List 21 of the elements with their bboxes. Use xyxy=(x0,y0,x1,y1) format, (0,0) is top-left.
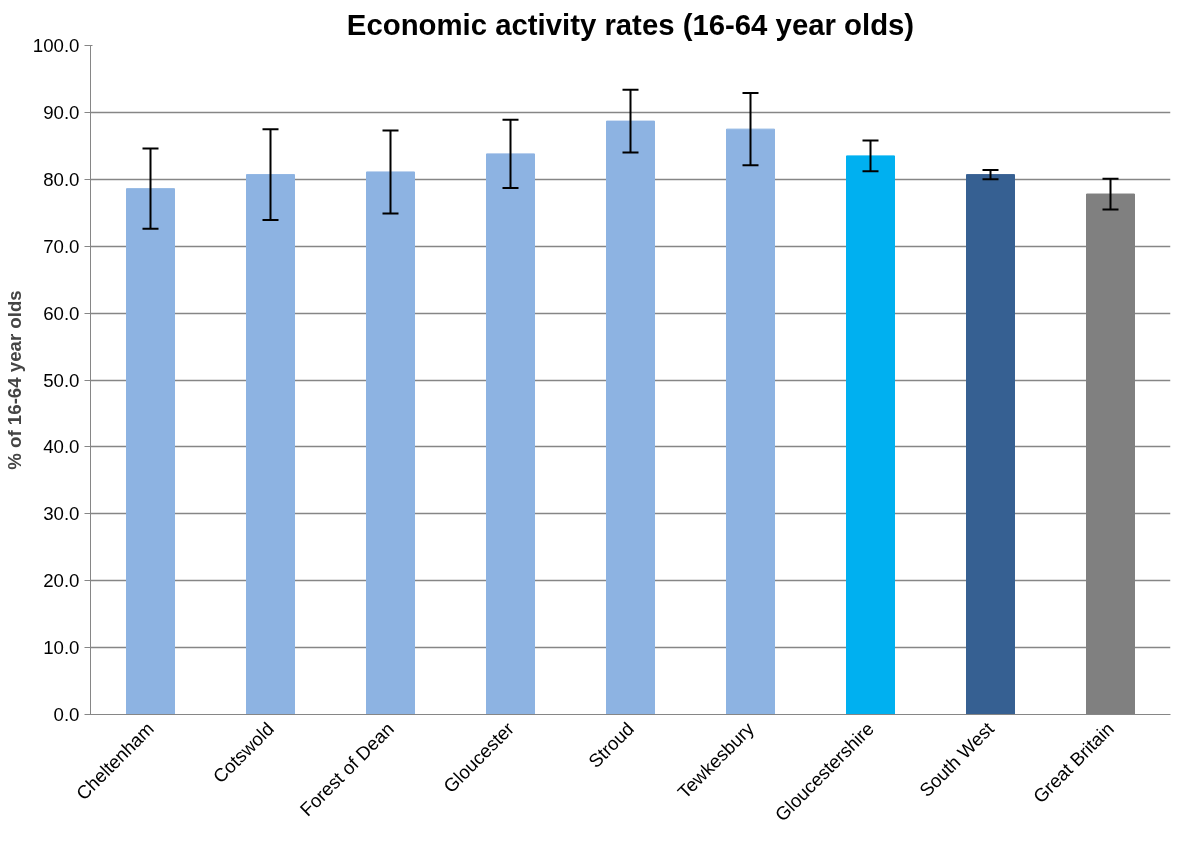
y-tick-label: 70.0 xyxy=(43,235,80,257)
y-tick-label: 20.0 xyxy=(43,570,80,592)
bar xyxy=(246,174,295,715)
bar xyxy=(486,153,535,715)
y-tick-label: 90.0 xyxy=(43,101,80,123)
bar xyxy=(966,174,1015,715)
y-tick-label: 60.0 xyxy=(43,302,80,324)
y-tick-label: 10.0 xyxy=(43,637,80,659)
bar xyxy=(366,171,415,715)
y-tick-label: 40.0 xyxy=(43,436,80,458)
y-tick-label: 100.0 xyxy=(32,35,80,56)
y-tick-label: 50.0 xyxy=(43,369,80,391)
y-tick-label: 30.0 xyxy=(43,503,80,525)
bar xyxy=(606,120,655,715)
bar xyxy=(726,128,775,715)
bar xyxy=(846,155,895,715)
bar xyxy=(126,188,175,715)
y-axis-title: % of 16-64 year olds xyxy=(3,290,25,470)
y-tick-label: 0.0 xyxy=(53,704,80,725)
y-tick-label: 80.0 xyxy=(43,168,80,190)
chart-title: Economic activity rates (16-64 year olds) xyxy=(346,7,915,41)
